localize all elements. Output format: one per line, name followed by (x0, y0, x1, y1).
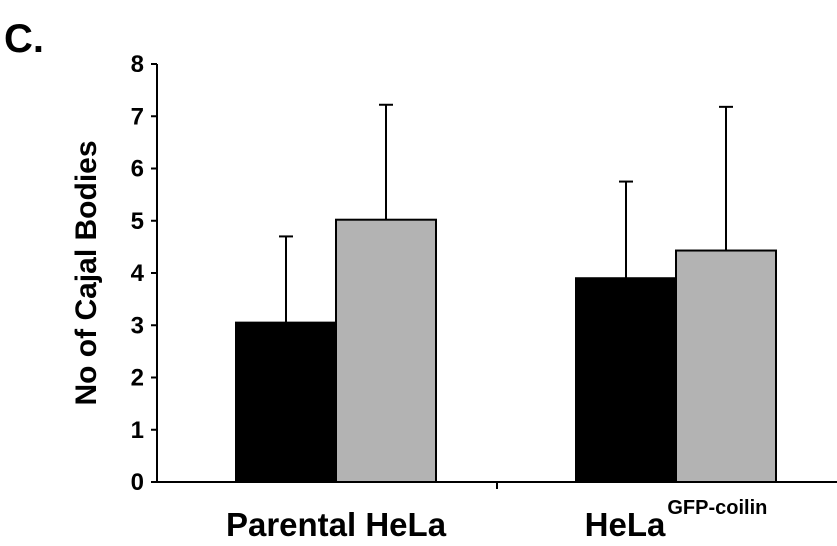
x-category-label: Parental HeLa (226, 506, 447, 543)
y-tick-label: 3 (131, 312, 144, 339)
bar (235, 321, 337, 484)
y-tick-label: 8 (131, 51, 144, 78)
y-tick-label: 6 (131, 156, 144, 183)
y-axis-label: No of Cajal Bodies (70, 140, 103, 405)
bars (235, 218, 777, 484)
y-tick-label: 0 (131, 469, 144, 496)
y-tick-label: 1 (131, 417, 144, 444)
panel-label: C. (4, 17, 44, 61)
x-category-label: HeLa GFP-coilin (585, 497, 768, 543)
x-category-labels: Parental HeLa HeLa GFP-coilin (226, 497, 767, 543)
y-tick-label: 2 (131, 365, 144, 392)
bar (335, 218, 437, 484)
error-bars (279, 103, 733, 323)
y-ticks: 0 1 2 3 4 5 6 7 8 (131, 51, 157, 496)
x-category-superscript: GFP-coilin (667, 497, 767, 519)
bar (675, 249, 777, 483)
y-tick-label: 5 (131, 208, 144, 235)
y-tick-label: 7 (131, 103, 144, 130)
y-tick-label: 4 (131, 260, 145, 287)
bar (575, 277, 677, 483)
